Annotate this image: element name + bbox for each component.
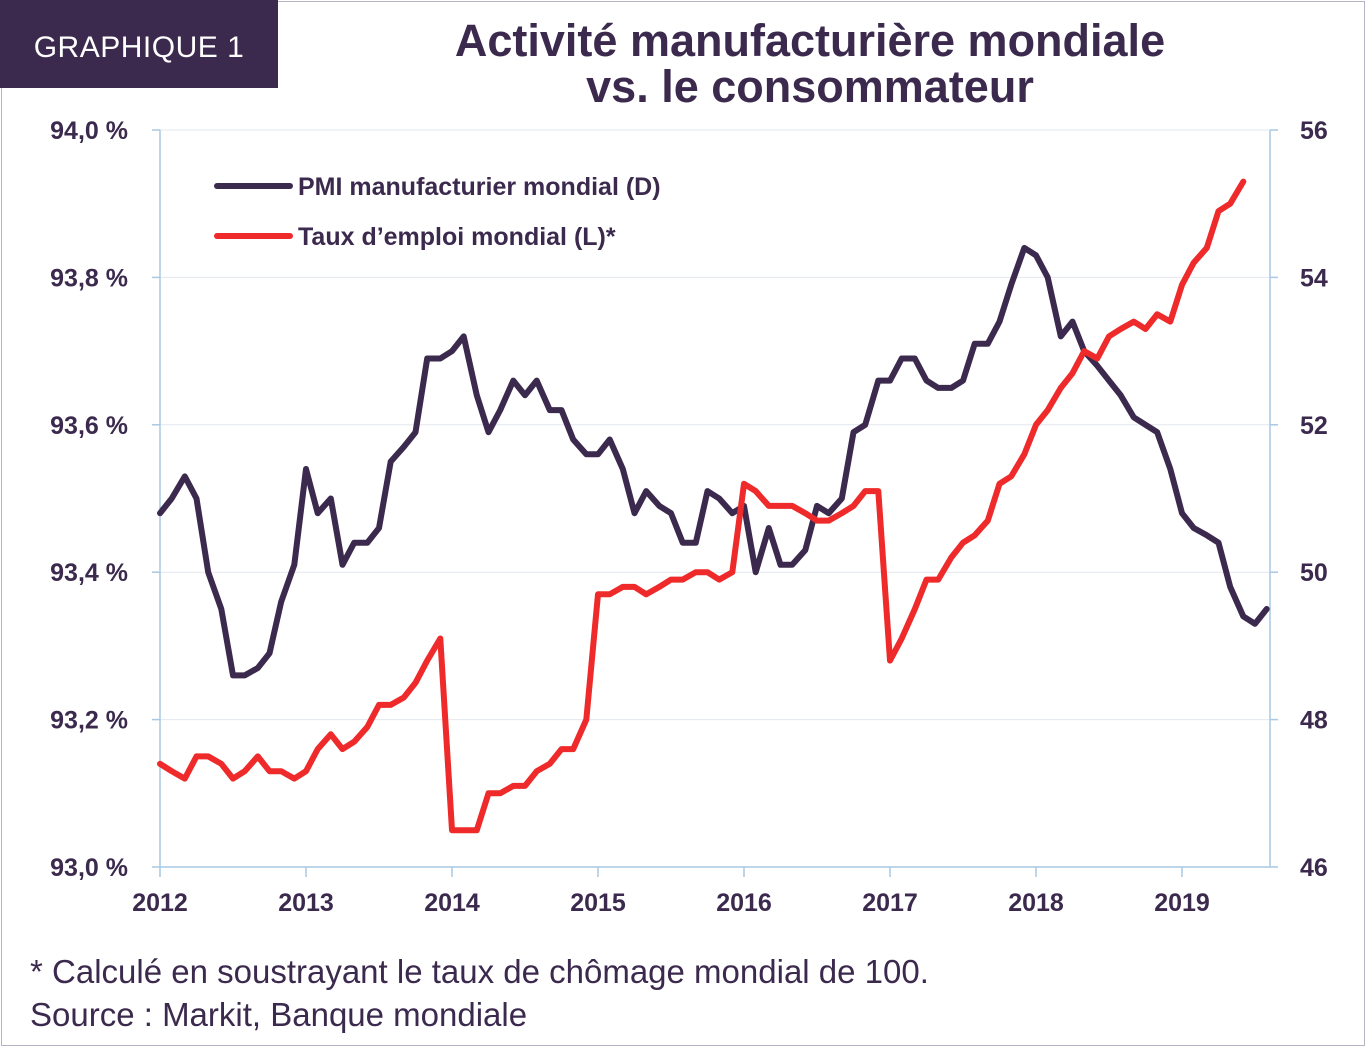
left-axis-tick-label: 93,6 % [50, 412, 128, 440]
title-line-2: vs. le consommateur [586, 61, 1034, 112]
left-axis-tick-label: 94,0 % [50, 117, 128, 145]
x-axis-tick-label: 2013 [278, 889, 334, 917]
series-lines [157, 178, 1270, 834]
legend: PMI manufacturier mondial (D) Taux d’emp… [214, 173, 661, 251]
axes: 93,0 % 93,2 % 93,4 % 93,6 % 93,8 % 94,0 % 46 48… [50, 117, 1328, 917]
footnote: * Calculé en soustrayant le taux de chôm… [30, 953, 929, 990]
x-axis-tick-label: 2014 [424, 889, 480, 917]
x-axis-tick-label: 2015 [570, 889, 626, 917]
x-axis-tick-label: 2017 [862, 889, 918, 917]
right-axis-tick-label: 54 [1300, 264, 1328, 292]
x-axis-tick-label: 2018 [1008, 889, 1064, 917]
left-axis-tick-label: 93,4 % [50, 559, 128, 587]
right-axis-tick-label: 46 [1300, 854, 1328, 882]
right-axis-tick-label: 50 [1300, 559, 1328, 587]
right-axis-tick-label: 52 [1300, 412, 1328, 440]
x-axis-tick-label: 2019 [1154, 889, 1210, 917]
notes: * Calculé en soustrayant le taux de chôm… [30, 950, 929, 1036]
chart-title: Activité manufacturière mondiale vs. le … [300, 18, 1320, 110]
source-note: Source : Markit, Banque mondiale [30, 996, 528, 1033]
pmi-series-line [157, 244, 1270, 679]
title-line-1: Activité manufacturière mondiale [454, 15, 1166, 66]
left-axis-tick-label: 93,8 % [50, 264, 128, 292]
right-axis-tick-label: 56 [1300, 117, 1328, 145]
x-axis-tick-label: 2012 [132, 889, 188, 917]
legend-label-emploi: Taux d’emploi mondial (L)* [298, 223, 616, 251]
emploi-series-line [157, 178, 1247, 834]
gridlines [160, 129, 1270, 721]
graphique-badge: GRAPHIQUE 1 [0, 0, 278, 88]
left-axis-tick-label: 93,2 % [50, 707, 128, 735]
left-axis-tick-label: 93,0 % [50, 854, 128, 882]
x-axis-tick-label: 2016 [716, 889, 772, 917]
legend-label-pmi: PMI manufacturier mondial (D) [298, 173, 661, 201]
right-axis-tick-label: 48 [1300, 707, 1328, 735]
